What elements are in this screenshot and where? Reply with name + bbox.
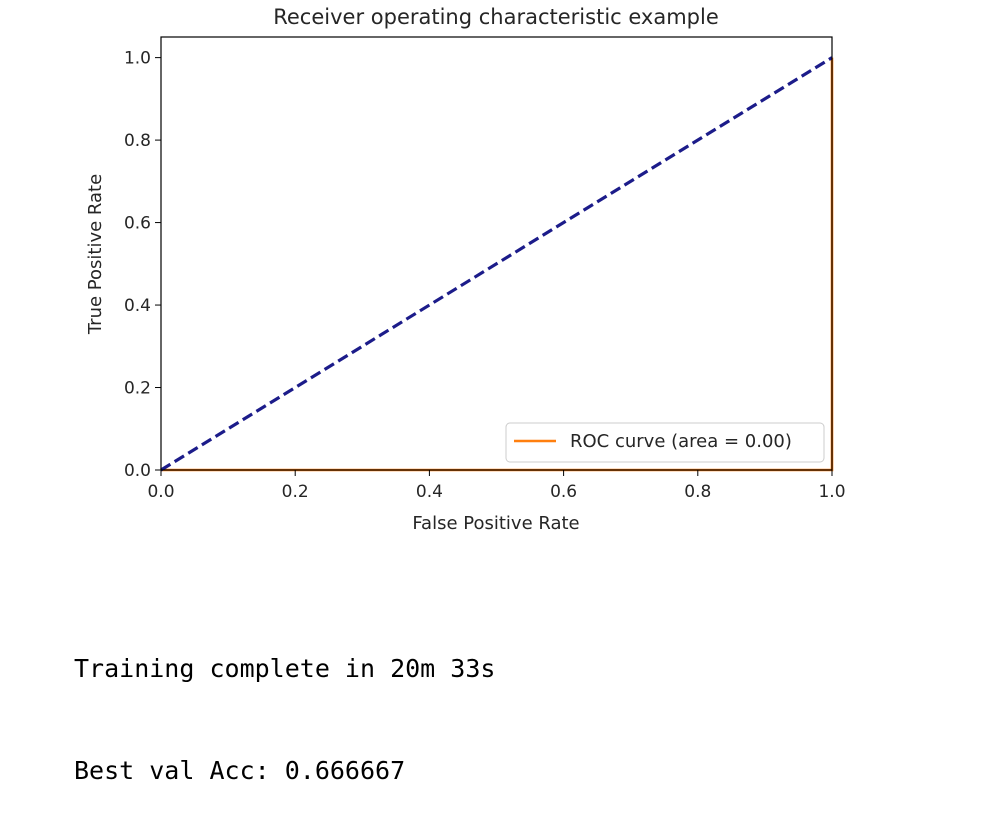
chance-diagonal-line <box>160 56 833 472</box>
x-axis-ticks: 0.0 0.2 0.4 0.6 0.8 1.0 <box>147 470 846 502</box>
x-tick-label: 0.2 <box>282 482 309 502</box>
legend-box <box>505 422 825 463</box>
chart-title: Receiver operating characteristic exampl… <box>273 5 719 29</box>
x-tick-label: 1.0 <box>818 482 845 502</box>
y-tick-label: 0.2 <box>124 379 151 399</box>
y-tick-label: 0.0 <box>124 461 151 481</box>
x-axis-label: False Positive Rate <box>412 513 579 534</box>
x-tick-label: 0.8 <box>684 482 711 502</box>
y-tick-label: 1.0 <box>124 49 151 69</box>
y-axis-label: True Positive Rate <box>85 174 106 335</box>
y-tick-label: 0.6 <box>124 214 151 234</box>
legend: ROC curve (area = 0.00) <box>505 422 825 463</box>
y-axis-ticks: 0.0 0.2 0.4 0.6 0.8 1.0 <box>124 49 161 481</box>
legend-label-roc-curve: ROC curve (area = 0.00) <box>570 431 792 452</box>
y-tick-label: 0.4 <box>124 296 151 316</box>
x-tick-label: 0.6 <box>550 482 577 502</box>
output-line-best-accuracy: Best val Acc: 0.666667 <box>74 756 406 785</box>
plot-frame <box>160 36 833 471</box>
training-output: Training complete in 20m 33s Best val Ac… <box>74 584 495 822</box>
x-tick-label: 0.4 <box>416 482 443 502</box>
y-tick-label: 0.8 <box>124 131 151 151</box>
x-tick-label: 0.0 <box>147 482 174 502</box>
roc-chart: Receiver operating characteristic exampl… <box>85 5 846 534</box>
output-line-training-time: Training complete in 20m 33s <box>74 654 496 683</box>
series-layer <box>160 56 834 472</box>
